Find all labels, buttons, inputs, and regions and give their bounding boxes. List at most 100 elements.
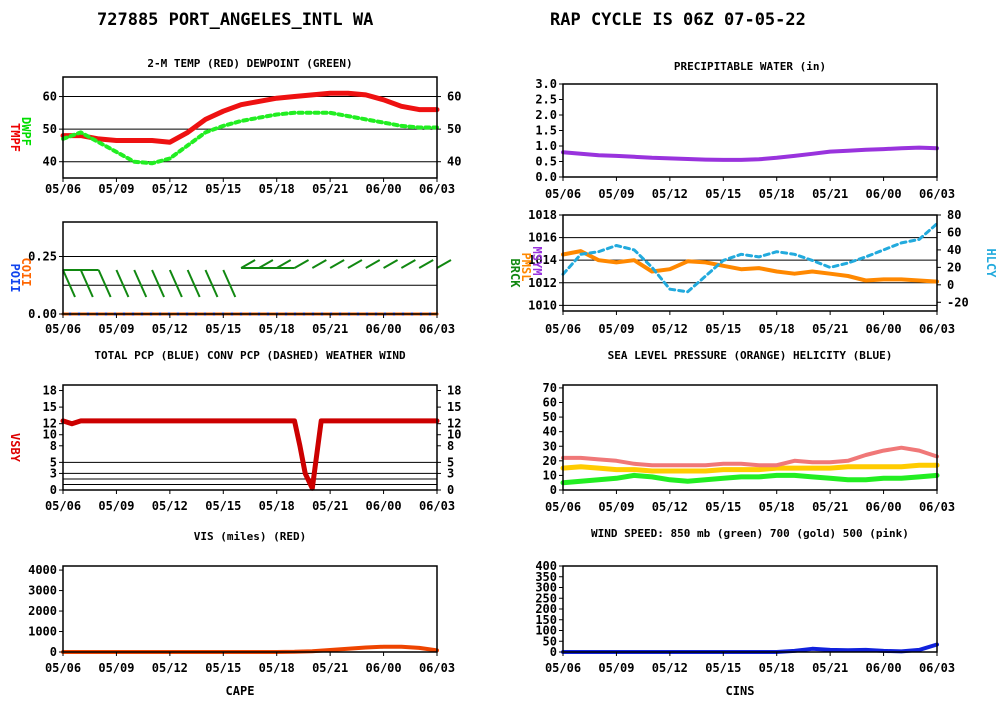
chart-pmsl: 1010 1012 1014 1016 1018 -20 0 20 40 60 80 05/06 05/… xyxy=(508,208,998,362)
y-tick-label: 10 xyxy=(43,428,57,442)
series-line-0 xyxy=(60,418,440,491)
y-tick-label-right: 3 xyxy=(447,466,454,480)
y-tick-label: 1014 xyxy=(528,253,557,267)
wind-barb xyxy=(204,269,219,298)
y-tick-label: 400 xyxy=(535,559,557,573)
y-tick-label: 1016 xyxy=(528,231,557,245)
wind-barb xyxy=(97,269,112,298)
x-tick-label: 06/00 xyxy=(366,661,402,675)
plot-frame xyxy=(62,565,438,653)
y-tick-label: 0.00 xyxy=(28,307,57,321)
x-tick-label: 05/15 xyxy=(205,182,241,196)
x-tick-label: 05/09 xyxy=(598,322,634,336)
x-tick-label: 05/09 xyxy=(98,499,134,513)
plot-frame xyxy=(562,565,938,653)
x-tick-label: 05/12 xyxy=(652,322,688,336)
x-tick-label: 06/00 xyxy=(866,322,902,336)
y-tick-label: 50 xyxy=(543,410,557,424)
series-line-0 xyxy=(61,644,439,654)
x-tick-label: 05/18 xyxy=(759,500,795,514)
y-tick-label: 0 xyxy=(50,645,57,659)
y-tick-label: 10 xyxy=(543,468,557,482)
x-tick-label: 05/09 xyxy=(598,187,634,201)
x-tick-label: 05/06 xyxy=(545,187,581,201)
x-tick-label: 06/00 xyxy=(366,182,402,196)
y-tick-label: 20 xyxy=(543,454,557,468)
wind-barb xyxy=(240,259,256,269)
y-tick-label: 300 xyxy=(535,581,557,595)
x-tick-label: 05/21 xyxy=(312,182,348,196)
y-tick-label: 18 xyxy=(43,384,57,398)
plot-frame xyxy=(562,83,938,178)
y-tick-label-right: 0 xyxy=(947,278,954,292)
x-tick-label: 05/15 xyxy=(705,661,741,675)
series-line-1 xyxy=(560,462,940,474)
x-tick-label: 06/03 xyxy=(419,182,455,196)
wind-barb xyxy=(62,269,76,298)
chart-temp: 40 50 60 40 50 60 05/06 05/09 05/12 05/15 05/18 05/… xyxy=(8,57,461,196)
x-tick-label: 05/21 xyxy=(312,322,348,336)
y-tick-label: 3000 xyxy=(28,584,57,598)
y-tick-label-right: 40 xyxy=(447,155,461,169)
y-tick-label: 8 xyxy=(50,439,57,453)
x-tick-label: 05/21 xyxy=(812,187,848,201)
x-tick-label: 05/21 xyxy=(812,661,848,675)
y-tick-label: 2.5 xyxy=(535,93,557,107)
y-tick-label: 3.0 xyxy=(535,77,557,91)
wind-barb xyxy=(258,259,274,269)
y-tick-label: 200 xyxy=(535,602,557,616)
y-tick-label: 60 xyxy=(43,90,57,104)
y-tick-label-right: 5 xyxy=(447,455,454,469)
wind-barb xyxy=(133,269,148,298)
plot-frame xyxy=(62,221,438,315)
x-tick-label: 05/18 xyxy=(259,499,295,513)
x-tick-label: 06/00 xyxy=(866,187,902,201)
wind-barb xyxy=(365,259,381,269)
y-tick-label: 100 xyxy=(535,624,557,638)
series-line-0 xyxy=(60,90,440,145)
y-tick-label: 1018 xyxy=(528,208,557,222)
x-tick-label: 05/06 xyxy=(45,182,81,196)
wind-barb xyxy=(436,259,452,269)
y-axis-label: TMPF xyxy=(8,123,22,152)
plot-frame xyxy=(62,384,438,491)
x-tick-label: 05/15 xyxy=(705,187,741,201)
y-tick-label: 350 xyxy=(535,570,557,584)
chart-title: WIND SPEED: 850 mb (green) 700 (gold) 50… xyxy=(591,527,909,540)
y-tick-label: 15 xyxy=(43,400,57,414)
y-axis-label: BRCK xyxy=(508,259,522,289)
x-tick-label: 05/12 xyxy=(652,661,688,675)
y-tick-label-right: 18 xyxy=(447,384,461,398)
y-tick-label-right: 12 xyxy=(447,417,461,431)
wind-barb xyxy=(400,259,416,269)
x-tick-label: 05/09 xyxy=(598,500,634,514)
series-line-1 xyxy=(61,110,439,166)
y-axis-label: VSBY xyxy=(8,433,22,463)
series-line-0 xyxy=(561,642,939,654)
chart-cape: 0 1000 2000 3000 4000 05/06 05/09 05/12 05/15 05/… xyxy=(28,530,455,698)
x-tick-label: 05/21 xyxy=(312,499,348,513)
x-tick-label: 05/06 xyxy=(545,661,581,675)
x-tick-label: 05/18 xyxy=(259,322,295,336)
y-tick-label-right: 60 xyxy=(947,225,961,239)
wind-barb xyxy=(79,269,94,298)
y-axis-label-right: HLCY xyxy=(984,249,998,279)
chart-title: VIS (miles) (RED) xyxy=(194,530,307,543)
wind-barb xyxy=(186,269,201,298)
x-tick-label: 05/09 xyxy=(98,322,134,336)
y-tick-label: 3 xyxy=(50,466,57,480)
chart-title: PRECIPITABLE WATER (in) xyxy=(674,60,826,73)
y-axis-label: MSYM xyxy=(530,247,544,276)
y-tick-label: 250 xyxy=(535,591,557,605)
chart-title: TOTAL PCP (BLUE) CONV PCP (DASHED) WEATH… xyxy=(94,349,406,362)
y-tick-label-right: 15 xyxy=(447,400,461,414)
x-tick-label: 06/03 xyxy=(419,499,455,513)
wind-barb xyxy=(168,269,183,298)
wind-barb xyxy=(222,269,237,298)
y-tick-label-right: 8 xyxy=(447,439,454,453)
wind-barb xyxy=(347,259,363,269)
